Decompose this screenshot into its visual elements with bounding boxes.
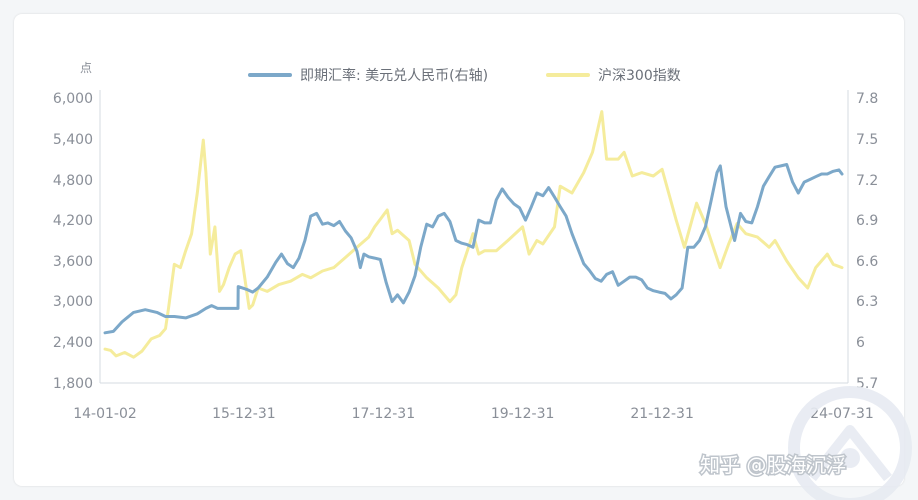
series-line-csi300	[103, 110, 844, 359]
x-tick: 17-12-31	[352, 406, 416, 422]
y-left-tick: 1,800	[53, 376, 93, 392]
legend-label-usdcny: 即期汇率: 美元兑人民币(右轴)	[300, 67, 488, 84]
series-line-usdcny	[103, 163, 844, 335]
y-left-tick: 4,200	[53, 213, 93, 229]
x-tick: 19-12-31	[491, 406, 555, 422]
y-right-tick: 6	[856, 335, 865, 351]
y-right-tick: 6.3	[856, 294, 878, 310]
y-right-tick: 7.2	[856, 173, 878, 189]
watermark-text: 知乎 @股海沉浮	[700, 453, 846, 477]
legend: 即期汇率: 美元兑人民币(右轴) 沪深300指数	[248, 67, 681, 84]
y-left-tick: 3,600	[53, 254, 93, 270]
watermark-logo	[788, 386, 912, 500]
x-tick: 14-01-02	[73, 406, 137, 422]
legend-label-csi300: 沪深300指数	[598, 68, 681, 84]
y-left-tick: 2,400	[53, 335, 93, 351]
y-left-tick: 6,000	[53, 91, 93, 107]
y-left-tick: 3,000	[53, 294, 93, 310]
y-left-tick: 4,800	[53, 173, 93, 189]
x-tick: 21-12-31	[630, 406, 694, 422]
y-left-ticks: 6,000 5,400 4,800 4,200 3,600 3,000 2,40…	[53, 91, 93, 392]
y-right-tick: 7.8	[856, 91, 878, 107]
watermark: 知乎 @股海沉浮	[699, 386, 912, 500]
plot-area	[103, 110, 844, 359]
x-tick: 24-07-31	[810, 406, 874, 422]
y-left-unit: 点	[80, 61, 92, 75]
y-right-ticks: 7.8 7.5 7.2 6.9 6.6 6.3 6 5.7	[856, 91, 878, 392]
y-right-tick: 6.6	[856, 254, 878, 270]
chart-frame	[14, 14, 904, 486]
y-right-tick: 6.9	[856, 213, 878, 229]
x-ticks: 14-01-02 15-12-31 17-12-31 19-12-31 21-1…	[73, 406, 874, 422]
y-left-tick: 5,400	[53, 132, 93, 148]
x-tick: 15-12-31	[212, 406, 276, 422]
y-right-tick: 7.5	[856, 132, 878, 148]
